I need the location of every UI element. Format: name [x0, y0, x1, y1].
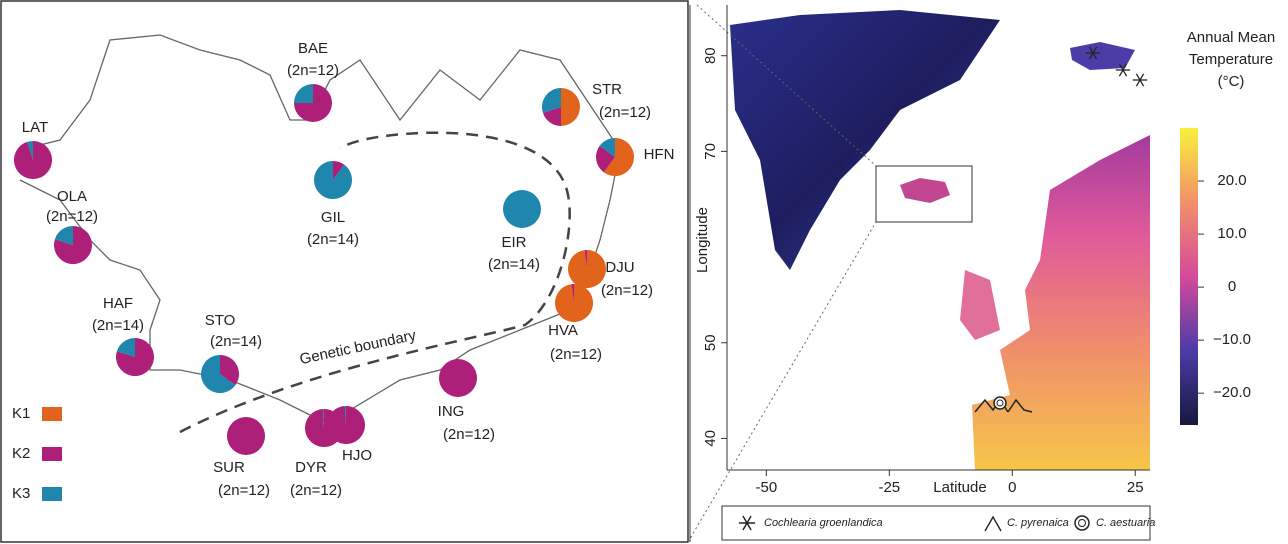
- site-ploidy: (2n=14): [307, 231, 359, 248]
- greenland: [730, 10, 1000, 270]
- legend-icon: [985, 517, 1001, 531]
- legend-swatch: [42, 447, 62, 461]
- colorbar: [1180, 128, 1198, 425]
- colorbar-title: (°C): [1218, 73, 1245, 90]
- legend-icon: [739, 516, 755, 530]
- site-name: HAF: [103, 295, 133, 312]
- site-name: DYR: [295, 459, 327, 476]
- site-ploidy: (2n=12): [443, 426, 495, 443]
- y-axis-label: Longitude: [694, 207, 711, 273]
- x-tick-label: -50: [756, 479, 778, 496]
- pie-slice: [503, 190, 541, 228]
- site-ploidy: (2n=14): [92, 317, 144, 334]
- y-tick-label: 80: [702, 47, 719, 64]
- site-ploidy: (2n=14): [210, 333, 262, 350]
- legend-icon: [1075, 516, 1089, 530]
- colorbar-tick-label: −10.0: [1213, 331, 1251, 348]
- pie-slice: [294, 84, 313, 103]
- species-marker: [994, 397, 1006, 409]
- genetic-boundary: [180, 133, 570, 432]
- species-marker: [1133, 74, 1147, 86]
- site-ploidy: (2n=12): [601, 282, 653, 299]
- x-axis-label: Latitude: [933, 479, 986, 496]
- site-ploidy: (2n=12): [46, 208, 98, 225]
- site-name: LAT: [22, 119, 48, 136]
- colorbar-tick-label: 10.0: [1217, 225, 1246, 242]
- site-ploidy: (2n=12): [218, 482, 270, 499]
- legend-label: K1: [12, 405, 30, 422]
- site-name: GIL: [321, 209, 345, 226]
- figure: Genetic boundary Longitude Latitude Coch…: [0, 0, 1288, 544]
- iceland: [900, 178, 950, 203]
- legend-icon: [1079, 520, 1086, 527]
- pie-slice: [561, 88, 580, 126]
- legend-swatch: [42, 407, 62, 421]
- legend-label: K2: [12, 445, 30, 462]
- pie-slice: [327, 406, 365, 444]
- legend-label: C. pyrenaica: [1007, 517, 1069, 529]
- y-tick-label: 40: [702, 430, 719, 447]
- site-name: BAE: [298, 40, 328, 57]
- site-ploidy: (2n=12): [287, 62, 339, 79]
- y-tick-label: 70: [702, 143, 719, 160]
- site-ploidy: (2n=14): [488, 256, 540, 273]
- legend-label: C. aestuaria: [1096, 517, 1155, 529]
- x-tick-label: 25: [1127, 479, 1144, 496]
- site-name: DJU: [605, 259, 634, 276]
- legend-swatch: [42, 487, 62, 501]
- colorbar-title: Annual Mean: [1187, 29, 1275, 46]
- site-name: OLA: [57, 188, 87, 205]
- britain: [960, 270, 1000, 340]
- site-name: ING: [438, 403, 465, 420]
- site-name: STO: [205, 312, 236, 329]
- zoom-line: [688, 222, 876, 542]
- site-name: STR: [592, 81, 622, 98]
- site-name: HFN: [644, 146, 675, 163]
- x-tick-label: -25: [878, 479, 900, 496]
- site-ploidy: (2n=12): [290, 482, 342, 499]
- colorbar-tick-label: −20.0: [1213, 384, 1251, 401]
- colorbar-tick-label: 0: [1228, 278, 1236, 295]
- pie-slice: [14, 141, 52, 179]
- boundary-label: Genetic boundary: [298, 327, 418, 368]
- site-name: HJO: [342, 447, 372, 464]
- site-ploidy: (2n=12): [599, 104, 651, 121]
- colorbar-title: Temperature: [1189, 51, 1273, 68]
- site-name: EIR: [501, 234, 526, 251]
- y-tick-label: 50: [702, 334, 719, 351]
- site-ploidy: (2n=12): [550, 346, 602, 363]
- site-name: SUR: [213, 459, 245, 476]
- europe: [972, 135, 1150, 470]
- site-name: HVA: [548, 322, 578, 339]
- legend-label: K3: [12, 485, 30, 502]
- colorbar-tick-label: 20.0: [1217, 172, 1246, 189]
- x-tick-label: 0: [1008, 479, 1016, 496]
- legend-label: Cochlearia groenlandica: [764, 517, 883, 529]
